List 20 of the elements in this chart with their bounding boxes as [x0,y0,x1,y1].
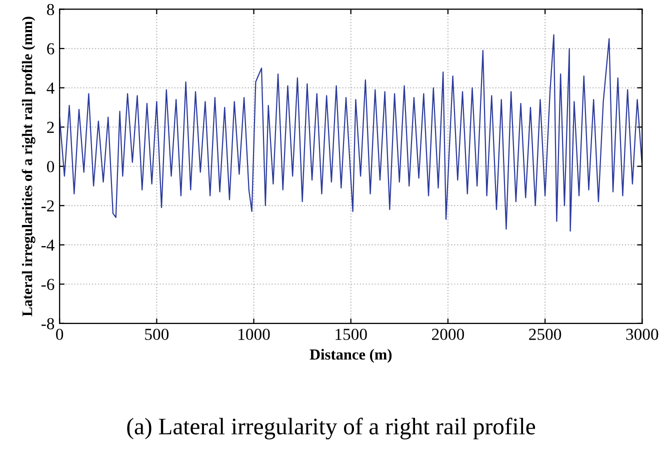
x-tick-label: 2500 [529,328,562,340]
y-tick-label: -4 [41,240,54,251]
x-tick-label: 0 [56,328,64,340]
x-tick-label: 500 [145,328,169,340]
text: (a) Lateral irregularity of a right rail profile [127,418,536,440]
y-tick-label: -2 [41,200,54,212]
line-series [60,34,642,232]
y-tick-label: 8 [47,4,54,16]
x-tick-label: 3000 [626,328,658,340]
y-tick-label: 4 [46,82,54,94]
y-tick-label: 0 [47,161,54,172]
y-tick-label: 6 [47,43,54,54]
x-tick-label: 1500 [336,328,367,340]
y-tick-label: -8 [41,318,54,330]
y-axis-title: Lateral irregularities of a right rail profile (mm) [22,16,36,316]
x-tick-label: 1000 [238,328,270,340]
x-tick-label: 2000 [432,328,464,340]
x-axis-title: Distance (m) [310,348,392,363]
y-tick-label: -6 [41,278,54,290]
y-tick-label: 2 [47,122,54,133]
